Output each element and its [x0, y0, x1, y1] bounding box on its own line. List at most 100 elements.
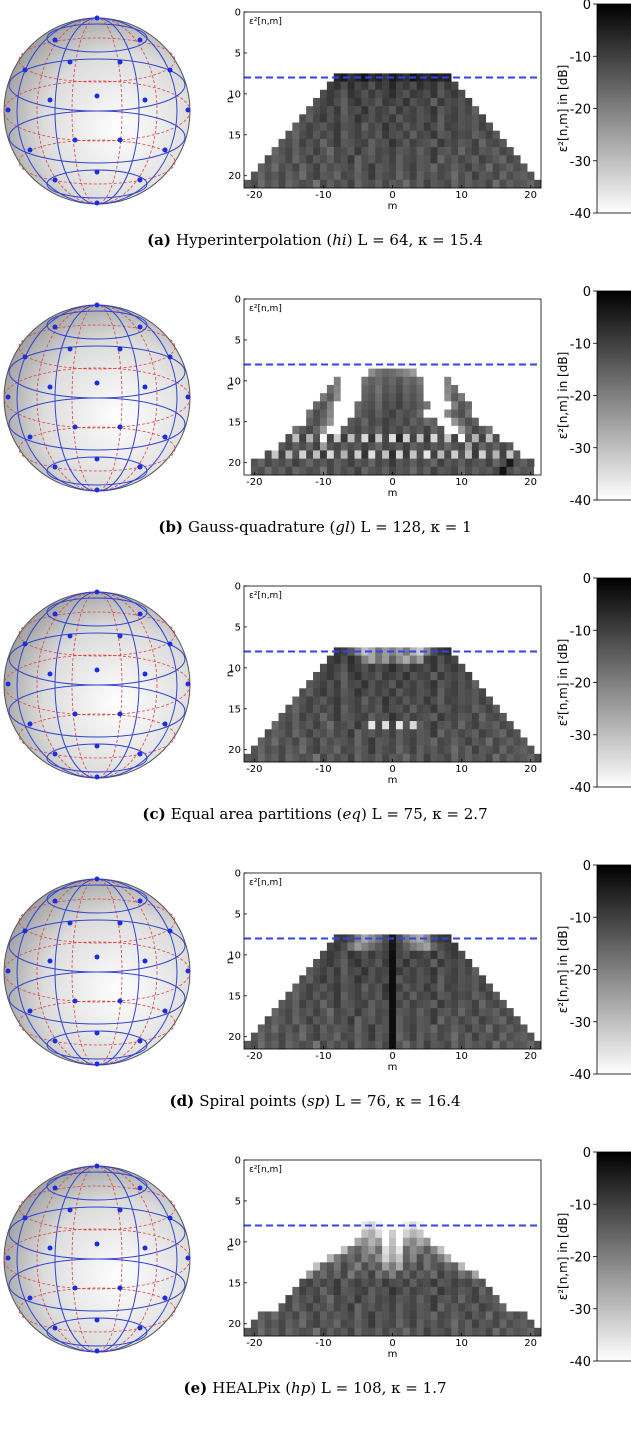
heatmap-cell	[341, 1230, 348, 1238]
heatmap-cell	[430, 688, 437, 696]
heatmap-cell	[272, 147, 279, 155]
heatmap-cell	[458, 1008, 465, 1016]
heatmap-cell	[285, 1033, 292, 1041]
heatmap-cell	[334, 1024, 341, 1032]
heatmap-cell	[348, 1000, 355, 1008]
heatmap-cell	[292, 992, 299, 1000]
heatmap-cell	[306, 1262, 313, 1270]
colorbar-tick-label: -20	[570, 103, 591, 118]
y-axis-label: n	[225, 97, 236, 103]
heatmap-cell	[389, 656, 396, 664]
heatmap-cell	[410, 688, 417, 696]
heatmap-cell	[465, 1328, 472, 1336]
heatmap-cell	[444, 385, 451, 393]
heatmap-cell	[486, 705, 493, 713]
heatmap-cell	[389, 147, 396, 155]
heatmap-cell	[285, 1328, 292, 1336]
heatmap-cell	[375, 737, 382, 745]
heatmap-cell	[417, 1000, 424, 1008]
heatmap-cell	[320, 90, 327, 98]
heatmap-cell	[479, 450, 486, 458]
heatmap-cell	[292, 459, 299, 467]
heatmap-cell	[500, 147, 507, 155]
heatmap-cell	[451, 729, 458, 737]
heatmap-cell	[417, 1041, 424, 1049]
heatmap-cell	[313, 98, 320, 106]
heatmap-cell	[458, 418, 465, 426]
heatmap-cell	[306, 1271, 313, 1279]
heatmap-cell	[375, 106, 382, 114]
y-tick-label: 0	[235, 1156, 241, 1167]
heatmap-cell	[403, 139, 410, 147]
heatmap-cell	[292, 721, 299, 729]
heatmap-cell	[458, 1033, 465, 1041]
heatmap-cell	[306, 1024, 313, 1032]
heatmap-cell	[292, 450, 299, 458]
heatmap-cell	[486, 434, 493, 442]
heatmap-cell	[348, 1246, 355, 1254]
heatmap-cell	[355, 442, 362, 450]
heatmap-cell	[417, 1262, 424, 1270]
heatmap-cell	[348, 943, 355, 951]
heatmap-cell	[355, 163, 362, 171]
heatmap-cell	[458, 410, 465, 418]
heatmap-cell	[306, 1008, 313, 1016]
heatmap-cell	[403, 131, 410, 139]
heatmap-cell	[465, 1041, 472, 1049]
heatmap-cell	[444, 434, 451, 442]
heatmap-cell	[389, 82, 396, 90]
heatmap-cell	[348, 1287, 355, 1295]
heatmap-cell	[430, 746, 437, 754]
heatmap-cell	[348, 450, 355, 458]
heatmap-cell	[348, 1320, 355, 1328]
heatmap-cell	[320, 951, 327, 959]
heatmap-cell	[306, 1295, 313, 1303]
heatmap-cell	[403, 1024, 410, 1032]
heatmap-cell	[444, 180, 451, 188]
heatmap-cell	[500, 459, 507, 467]
heatmap-cell	[341, 1254, 348, 1262]
figure: -20-100102005101520mnε²[n,m]0-10-20-30-4…	[0, 0, 631, 1436]
heatmap-cell	[417, 1303, 424, 1311]
heatmap-cell	[334, 992, 341, 1000]
heatmap-cell	[403, 1254, 410, 1262]
heatmap-cell	[486, 131, 493, 139]
heatmap-cell	[479, 729, 486, 737]
heatmap-cell	[403, 656, 410, 664]
heatmap-cell	[458, 984, 465, 992]
heatmap-cell	[465, 1000, 472, 1008]
heatmap-cell	[375, 450, 382, 458]
heatmap-cell	[348, 418, 355, 426]
heatmap-cell	[341, 393, 348, 401]
heatmap-cell	[513, 1016, 520, 1024]
heatmap-cell	[472, 1279, 479, 1287]
heatmap-cell	[327, 147, 334, 155]
heatmap-cell	[334, 1016, 341, 1024]
heatmap-cell	[458, 426, 465, 434]
heatmap-cell	[327, 1271, 334, 1279]
heatmap-cell	[334, 713, 341, 721]
heatmap-cell	[299, 467, 306, 475]
heatmap-cell	[520, 450, 527, 458]
heatmap-cell	[451, 155, 458, 163]
heatmap-cell	[355, 737, 362, 745]
heatmap-cell	[361, 180, 368, 188]
heatmap-cell	[313, 1041, 320, 1049]
heatmap-cell	[272, 1328, 279, 1336]
heatmap-cell	[265, 450, 272, 458]
heatmap-cell	[465, 672, 472, 680]
heatmap-cell	[299, 418, 306, 426]
heatmap-cell	[437, 705, 444, 713]
heatmap-cell	[486, 1024, 493, 1032]
heatmap-cell	[334, 1287, 341, 1295]
heatmap-cell	[375, 180, 382, 188]
heatmap-cell	[348, 180, 355, 188]
x-tick-label: 10	[455, 477, 468, 488]
heatmap-cell	[375, 1271, 382, 1279]
heatmap-cell	[348, 746, 355, 754]
heatmap-cell	[403, 82, 410, 90]
heatmap-cell	[279, 147, 286, 155]
heatmap-cell	[417, 434, 424, 442]
heatmap-cell	[437, 131, 444, 139]
heatmap-cell	[382, 1008, 389, 1016]
